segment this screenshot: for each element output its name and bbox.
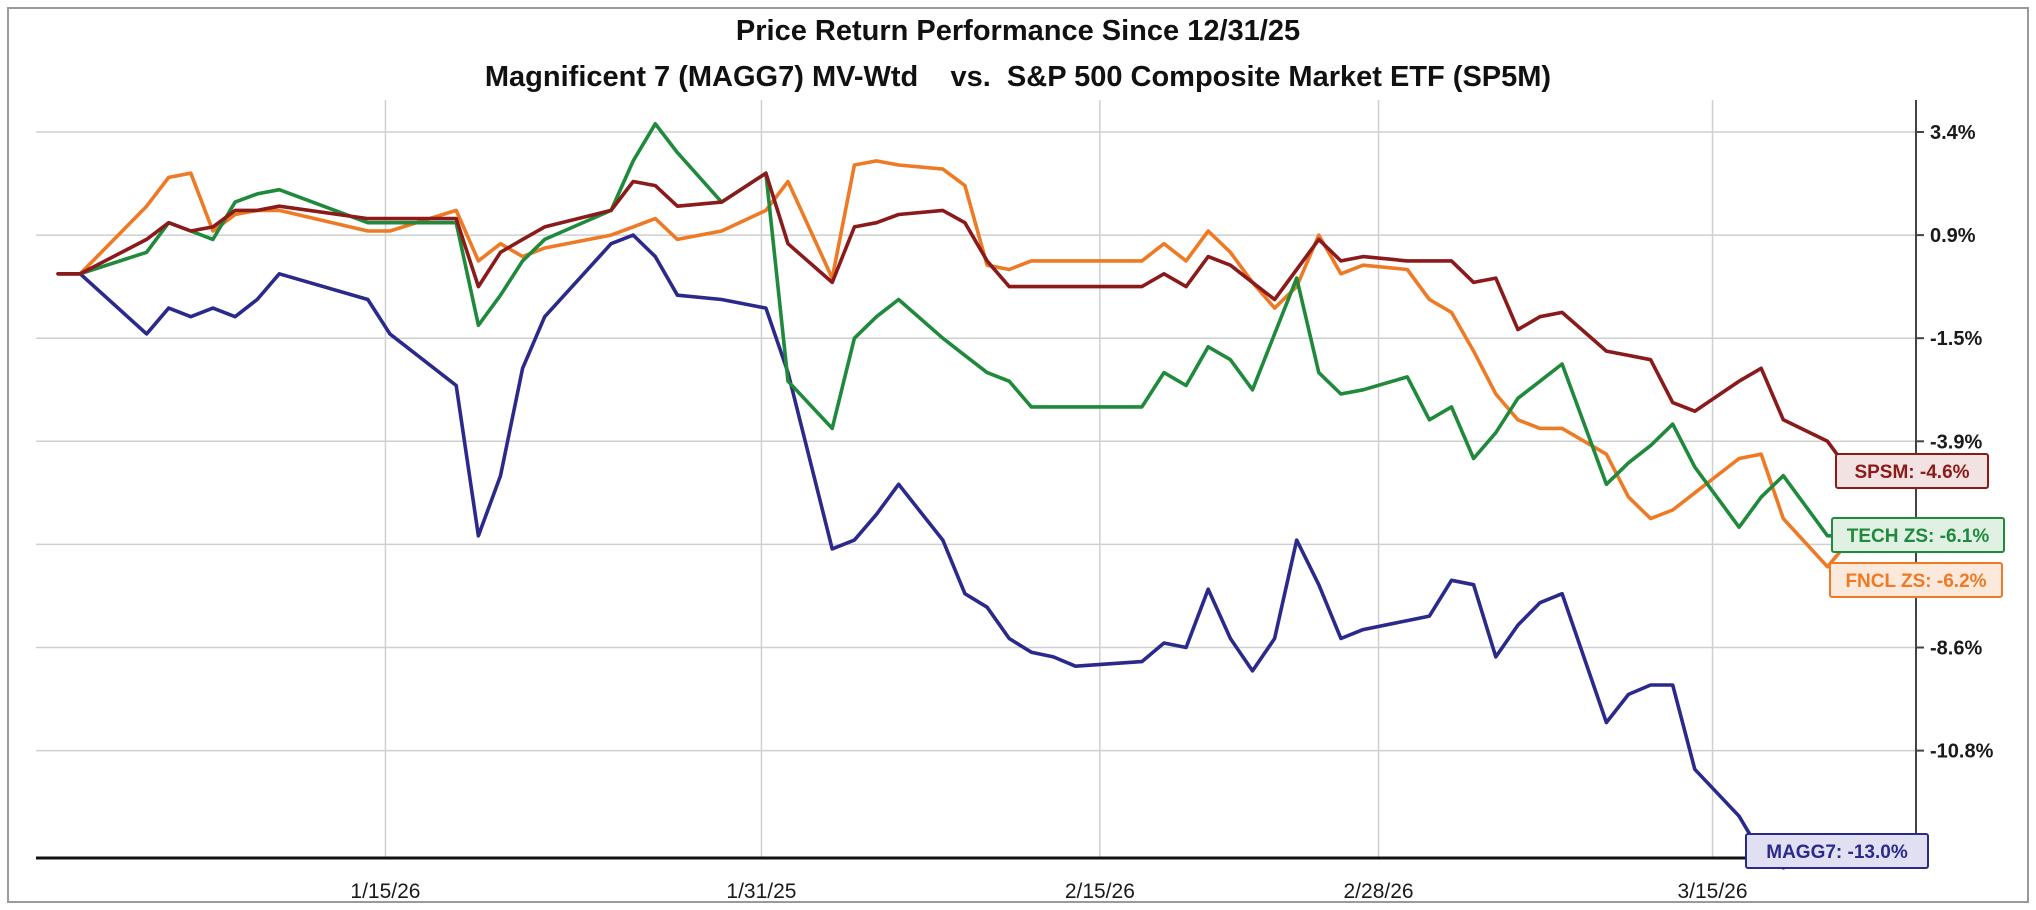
- end-label-magg7: MAGG7: -13.0%: [1745, 833, 1929, 869]
- end-label-box: [1829, 562, 2003, 598]
- x-tick-label: 2/15/26: [1065, 880, 1135, 903]
- end-value-labels: SPSM: -4.6% TECH ZS: -6.1% FNCL ZS: -6.2% M…: [1745, 453, 2005, 869]
- y-tick-label: -8.6%: [1930, 638, 1982, 660]
- y-tick-label: -3.9%: [1930, 431, 1982, 453]
- series-line-tech-zs: [56, 122, 1852, 538]
- end-label-box: [1831, 517, 2005, 553]
- x-tick-label: 2/28/26: [1344, 880, 1414, 903]
- end-label-box: [1745, 833, 1929, 869]
- end-label-fncl-zs: FNCL ZS: -6.2%: [1829, 562, 2003, 598]
- chart-titles: Price Return Performance Since 12/31/25 …: [485, 15, 1551, 93]
- outer-border: [7, 7, 2029, 903]
- chart-frame: [7, 7, 2029, 903]
- end-label-box: [1835, 453, 1989, 489]
- end-label-text: TECH ZS: -6.1%: [1847, 526, 1990, 547]
- y-tick-label: 3.4%: [1930, 122, 1976, 144]
- chart-title: Price Return Performance Since 12/31/25: [736, 15, 1300, 47]
- series-line-magg7: [56, 233, 1852, 870]
- end-label-text: FNCL ZS: -6.2%: [1845, 571, 1986, 592]
- end-label-text: SPSM: -4.6%: [1854, 462, 1969, 483]
- series-line-spsm: [56, 171, 1852, 474]
- x-tick-label: 1/31/25: [726, 880, 796, 903]
- x-tick-label: 1/15/26: [350, 880, 420, 903]
- end-label-text: MAGG7: -13.0%: [1766, 842, 1908, 863]
- x-axis-tick-labels: 1/15/26 1/31/25 2/15/26 2/28/26 3/15/26: [350, 880, 1747, 903]
- gridlines: [36, 100, 1916, 858]
- x-tick-label: 3/15/26: [1677, 880, 1747, 903]
- y-tick-label: -10.8%: [1930, 741, 1994, 763]
- series-lines: [56, 122, 1852, 870]
- chart-subtitle: Magnificent 7 (MAGG7) MV-Wtd vs. S&P 500…: [485, 61, 1551, 93]
- end-label-spsm: SPSM: -4.6%: [1835, 453, 1989, 489]
- y-tick-label: -1.5%: [1930, 328, 1982, 350]
- end-label-tech-zs: TECH ZS: -6.1%: [1831, 517, 2005, 553]
- y-tick-label: 0.9%: [1930, 225, 1976, 247]
